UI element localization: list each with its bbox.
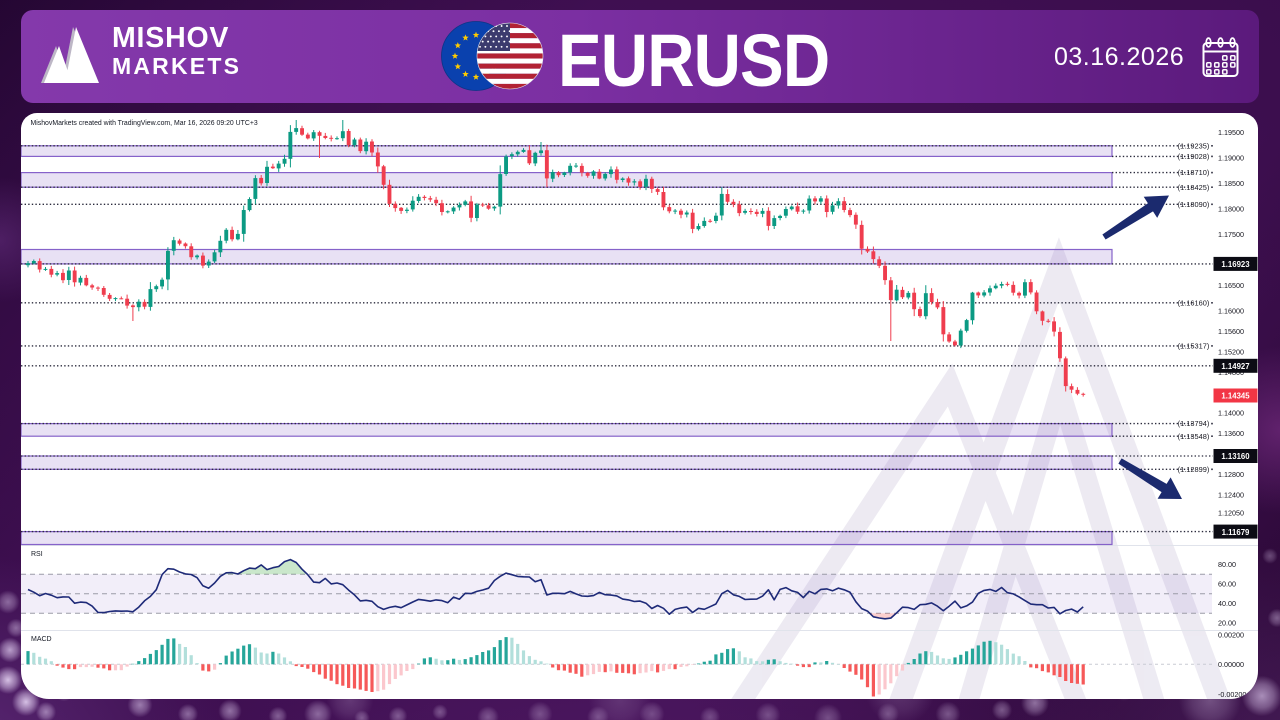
svg-text:1.16500: 1.16500 [1218, 281, 1244, 290]
svg-text:(1.19028): (1.19028) [1178, 152, 1210, 161]
svg-text:1.13160: 1.13160 [1221, 452, 1250, 461]
svg-text:0.00000: 0.00000 [1218, 660, 1244, 669]
svg-text:1.13600: 1.13600 [1218, 429, 1244, 438]
svg-text:1.15600: 1.15600 [1218, 327, 1244, 336]
svg-text:1.18000: 1.18000 [1218, 205, 1244, 214]
svg-text:MACD: MACD [31, 636, 52, 643]
svg-text:1.19500: 1.19500 [1218, 128, 1244, 137]
svg-text:1.14000: 1.14000 [1218, 409, 1244, 418]
svg-text:(1.13548): (1.13548) [1178, 432, 1210, 441]
svg-text:(1.18090): (1.18090) [1178, 200, 1210, 209]
svg-text:(1.15317): (1.15317) [1178, 342, 1210, 351]
svg-text:1.16923: 1.16923 [1221, 260, 1250, 269]
svg-text:(1.18710): (1.18710) [1178, 168, 1210, 177]
svg-text:-0.00200: -0.00200 [1218, 690, 1246, 699]
svg-text:1.12050: 1.12050 [1218, 508, 1244, 517]
svg-text:1.14927: 1.14927 [1221, 362, 1249, 371]
svg-text:80.00: 80.00 [1218, 560, 1236, 569]
svg-text:1.12400: 1.12400 [1218, 490, 1244, 499]
svg-text:1.15200: 1.15200 [1218, 348, 1244, 357]
svg-text:(1.19235): (1.19235) [1178, 141, 1210, 150]
svg-text:20.00: 20.00 [1218, 619, 1236, 628]
svg-text:1.19000: 1.19000 [1218, 153, 1244, 162]
svg-text:1.16000: 1.16000 [1218, 307, 1244, 316]
svg-text:(1.12899): (1.12899) [1178, 465, 1210, 474]
svg-text:(1.16160): (1.16160) [1178, 298, 1210, 307]
svg-text:0.00200: 0.00200 [1218, 630, 1244, 639]
svg-text:1.17500: 1.17500 [1218, 230, 1244, 239]
svg-text:RSI: RSI [31, 551, 43, 558]
svg-text:(1.13794): (1.13794) [1178, 419, 1210, 428]
svg-text:60.00: 60.00 [1218, 580, 1236, 589]
svg-text:40.00: 40.00 [1218, 599, 1236, 608]
svg-text:1.18500: 1.18500 [1218, 179, 1244, 188]
svg-text:1.11679: 1.11679 [1222, 528, 1250, 537]
svg-text:1.14345: 1.14345 [1221, 392, 1250, 401]
svg-text:MishovMarkets created with Tra: MishovMarkets created with TradingView.c… [31, 120, 258, 127]
svg-text:1.12800: 1.12800 [1218, 470, 1244, 479]
svg-text:(1.18425): (1.18425) [1178, 183, 1210, 192]
